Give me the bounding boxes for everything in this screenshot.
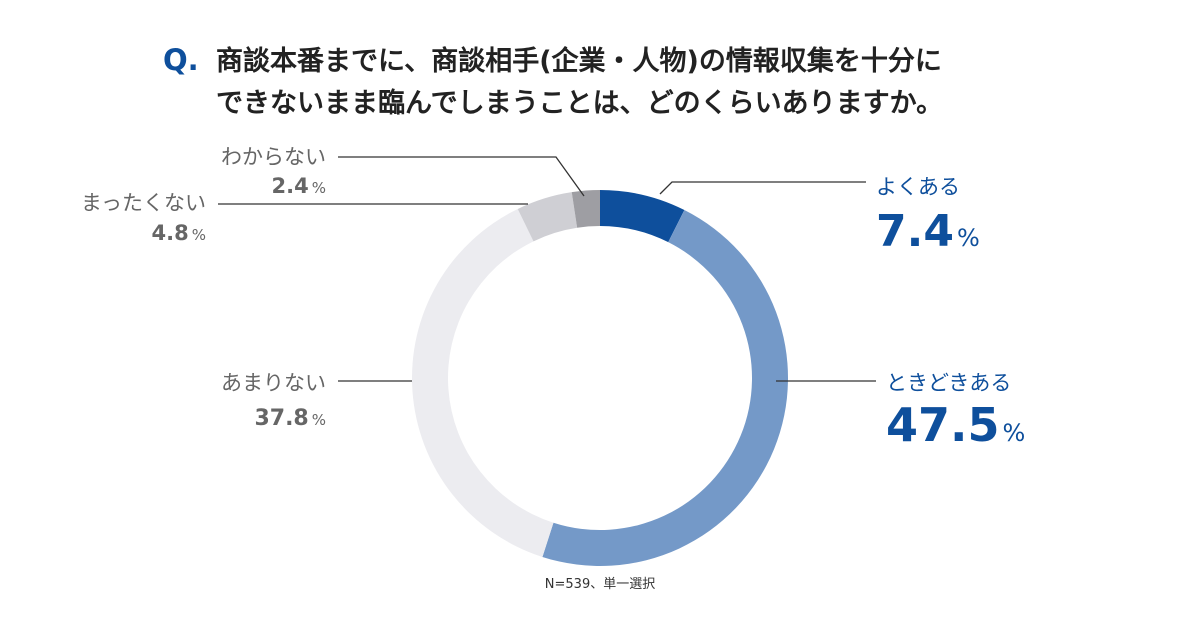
slice-value-2: 37.8% [254, 406, 326, 431]
slice-value-number-0: 7.4 [876, 206, 954, 257]
slice-4 [571, 190, 600, 228]
sample-size-note: N=539、単一選択 [545, 576, 655, 592]
slice-label-3: まったくない [81, 191, 206, 215]
slice-label-4: わからない [221, 145, 326, 169]
slice-label-1: ときどきある [886, 371, 1011, 395]
leader-line-0 [659, 181, 866, 195]
slice-value-number-3: 4.8 [152, 221, 189, 245]
slice-label-0: よくある [876, 175, 960, 199]
slice-1 [542, 209, 788, 567]
slice-value-number-1: 47.5 [886, 398, 1000, 452]
question-line-1: 商談本番までに、商談相手(企業・人物)の情報収集を十分に [216, 45, 942, 77]
slice-value-unit-2: % [312, 411, 326, 429]
slice-2 [411, 208, 554, 557]
slice-value-1: 47.5% [886, 398, 1025, 452]
slice-value-unit-0: % [957, 224, 980, 252]
slice-value-unit-1: % [1003, 419, 1026, 447]
slice-value-0: 7.4% [876, 206, 980, 257]
slice-label-2: あまりない [221, 371, 326, 395]
slice-value-4: 2.4% [272, 174, 326, 198]
slice-value-3: 4.8% [152, 221, 206, 245]
question-marker: Q. [163, 43, 199, 77]
slice-value-number-2: 37.8 [254, 406, 308, 431]
slice-value-number-4: 2.4 [272, 174, 309, 198]
slice-value-unit-4: % [312, 179, 326, 197]
question-line-2: できないまま臨んでしまうことは、どのくらいありますか。 [216, 88, 943, 119]
slice-0 [600, 190, 685, 243]
leader-line-4 [338, 156, 585, 197]
slice-3 [517, 192, 578, 242]
donut-slices [411, 190, 788, 567]
slice-labels: よくある 7.4 % ときどきある 47.5 % あまりない 37.8 % まったくない 4.8 % わ… [81, 145, 1025, 452]
slice-value-unit-3: % [192, 226, 206, 244]
